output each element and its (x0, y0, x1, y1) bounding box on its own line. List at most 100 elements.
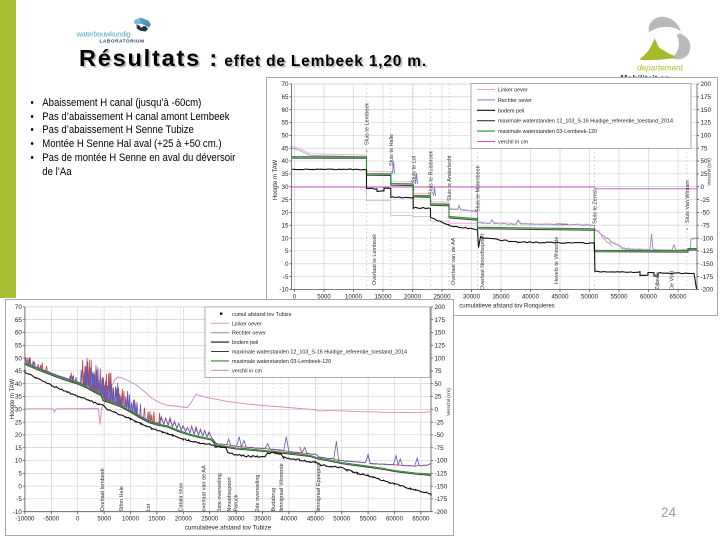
svg-text:-5000: -5000 (44, 516, 60, 523)
svg-text:Verschil (cm): Verschil (cm) (707, 158, 713, 186)
svg-text:-175: -175 (435, 496, 448, 503)
svg-text:verchil in cm: verchil in cm (232, 368, 262, 374)
svg-text:20: 20 (15, 432, 23, 439)
svg-text:-175: -175 (701, 274, 714, 281)
svg-text:25: 25 (15, 419, 23, 426)
svg-text:Catala stuw: Catala stuw (179, 483, 185, 512)
svg-text:60: 60 (281, 107, 289, 114)
svg-text:15: 15 (281, 222, 289, 229)
svg-text:Overlaat Ninoofsepoort: Overlaat Ninoofsepoort (480, 233, 486, 290)
svg-text:75: 75 (435, 368, 443, 375)
svg-text:Overlaat te Lembeek: Overlaat te Lembeek (372, 234, 378, 285)
svg-text:55: 55 (15, 343, 23, 350)
svg-text:maximale waterstanden 12_103_S: maximale waterstanden 12_103_S-16 Huidig… (498, 119, 673, 125)
svg-text:Sluis te Molenbeek: Sluis te Molenbeek (476, 165, 482, 212)
svg-text:200: 200 (701, 81, 712, 88)
svg-text:75: 75 (701, 145, 709, 152)
svg-text:40: 40 (15, 381, 23, 388)
svg-text:LABORATORIUM: LABORATORIUM (100, 39, 145, 45)
svg-text:0: 0 (18, 483, 22, 490)
svg-text:70: 70 (15, 304, 23, 311)
svg-text:+: + (389, 170, 394, 173)
svg-text:40000: 40000 (280, 516, 298, 523)
svg-text:70: 70 (281, 81, 289, 88)
svg-text:55: 55 (281, 120, 289, 127)
svg-text:waterbouwkundig: waterbouwkundig (76, 30, 131, 39)
svg-text:Sluis te Halle: Sluis te Halle (389, 134, 395, 166)
svg-text:+: + (593, 228, 598, 231)
svg-text:-75: -75 (701, 222, 711, 229)
svg-text:0: 0 (293, 294, 297, 301)
svg-text:Sluis te Zemst: Sluis te Zemst (593, 189, 599, 224)
svg-text:10: 10 (15, 458, 23, 465)
svg-text:45: 45 (15, 368, 23, 375)
svg-text:-50: -50 (701, 210, 711, 217)
svg-text:65000: 65000 (670, 294, 688, 301)
svg-text:150: 150 (435, 330, 446, 337)
svg-text:25: 25 (435, 394, 443, 401)
svg-text:30: 30 (281, 184, 289, 191)
svg-text:25: 25 (701, 171, 709, 178)
svg-text:35: 35 (281, 171, 289, 178)
svg-text:40: 40 (281, 158, 289, 165)
svg-text:De Vliet: De Vliet (670, 270, 676, 290)
svg-text:departement: departement (637, 64, 684, 73)
svg-text:30: 30 (15, 407, 23, 414)
svg-text:0: 0 (76, 516, 80, 523)
svg-text:-10: -10 (13, 509, 23, 516)
svg-text:Verschil (cm): Verschil (cm) (446, 388, 452, 416)
svg-text:+: + (365, 149, 370, 152)
svg-text:Linker oever: Linker oever (498, 88, 528, 94)
svg-text:2de overweling: 2de overweling (255, 475, 261, 512)
svg-text:-100: -100 (435, 458, 448, 465)
svg-text:20000: 20000 (175, 516, 193, 523)
svg-text:25000: 25000 (201, 516, 219, 523)
svg-text:-125: -125 (701, 248, 714, 255)
svg-text:Zijbeek: Zijbeek (655, 272, 661, 290)
svg-text:Sluis te Ruisbroek: Sluis te Ruisbroek (429, 150, 435, 195)
svg-text:60000: 60000 (386, 516, 404, 523)
svg-text:35000: 35000 (254, 516, 272, 523)
svg-text:10: 10 (281, 235, 289, 242)
svg-text:15000: 15000 (375, 294, 393, 301)
svg-text:5: 5 (285, 248, 289, 255)
svg-text:cumulatieve afstand tov Ronqu: cumulatieve afstand tov Ronquieres (459, 304, 554, 310)
svg-text:maximale waterstanden 03-Lembe: maximale waterstanden 03-Lembeek-120 (232, 359, 331, 365)
svg-text:125: 125 (701, 120, 712, 127)
svg-text:65: 65 (15, 317, 23, 324)
svg-text:maximale waterstanden 12_103_S: maximale waterstanden 12_103_S-16 Huidig… (232, 350, 407, 356)
svg-text:verchil in cm: verchil in cm (498, 140, 528, 146)
svg-text:25: 25 (281, 197, 289, 204)
svg-text:Ninoofsepoort: Ninoofsepoort (227, 477, 233, 512)
svg-text:+: + (429, 199, 434, 202)
svg-text:-200: -200 (701, 287, 714, 294)
svg-text:+: + (447, 205, 452, 208)
svg-text:-10000: -10000 (15, 516, 35, 523)
svg-text:25000: 25000 (434, 294, 452, 301)
svg-text:-75: -75 (435, 445, 445, 452)
svg-text:+: + (411, 187, 416, 190)
svg-text:-5: -5 (16, 496, 22, 503)
svg-text:20: 20 (281, 210, 289, 217)
svg-text:Budabrug: Budabrug (271, 488, 277, 512)
svg-text:175: 175 (435, 317, 446, 324)
svg-text:200: 200 (435, 304, 446, 311)
svg-text:+: + (685, 227, 690, 230)
svg-text:125: 125 (435, 343, 446, 350)
svg-text:175: 175 (701, 94, 712, 101)
svg-text:Linker oever: Linker oever (232, 321, 262, 327)
svg-text:-10: -10 (279, 287, 289, 294)
svg-text:-150: -150 (701, 261, 714, 268)
svg-text:40000: 40000 (522, 294, 540, 301)
svg-text:overlaat van de AA: overlaat van de AA (202, 465, 208, 512)
svg-text:5: 5 (18, 471, 22, 478)
svg-text:55000: 55000 (360, 516, 378, 523)
svg-text:50000: 50000 (581, 294, 599, 301)
svg-text:5000: 5000 (317, 294, 331, 301)
svg-text:45000: 45000 (552, 294, 570, 301)
svg-text:15: 15 (15, 445, 23, 452)
svg-text:-100: -100 (701, 235, 714, 242)
svg-text:Sluis Van Wintam: Sluis Van Wintam (685, 180, 691, 223)
svg-text:150: 150 (701, 107, 712, 114)
svg-text:limnigraaf Eppegem: limnigraaf Eppegem (316, 462, 322, 511)
